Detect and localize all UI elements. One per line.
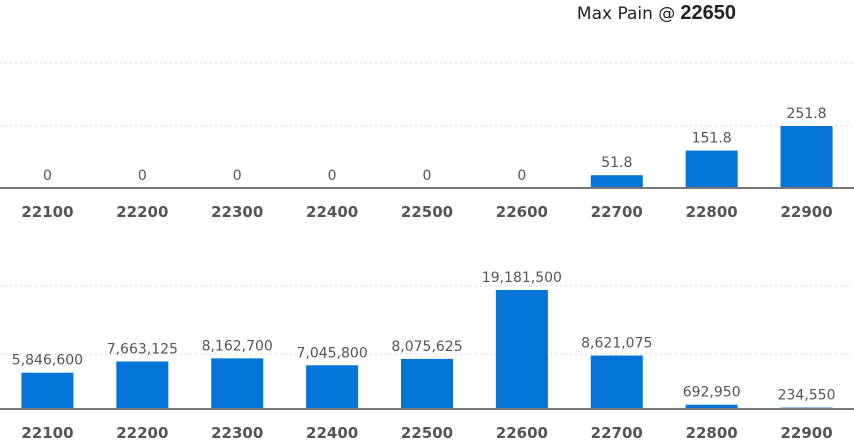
top-tick-label-22500: 22500 — [401, 203, 453, 221]
top-bar-chart: 0 22100 0 22200 0 22300 0 22400 0 22500 0 22600 51.8… — [0, 62, 854, 221]
bottom-value-label-22800: 692,950 — [683, 385, 741, 401]
bottom-tick-label-22400: 22400 — [306, 424, 358, 442]
bottom-bar-22500 — [401, 358, 453, 409]
bottom-tick-label-22900: 22900 — [780, 424, 832, 442]
bottom-bar-22300 — [211, 358, 264, 409]
bottom-value-label-22700: 8,621,075 — [581, 336, 652, 352]
bottom-tick-label-22200: 22200 — [116, 424, 168, 442]
bottom-tick-label-22800: 22800 — [686, 424, 738, 442]
top-value-label-22200: 0 — [138, 168, 147, 184]
top-tick-label-22700: 22700 — [591, 203, 643, 221]
top-tick-label-22200: 22200 — [116, 203, 168, 221]
top-tick-label-22300: 22300 — [211, 203, 263, 221]
bottom-value-label-22400: 7,045,800 — [296, 345, 367, 361]
bottom-bar-22200 — [116, 361, 169, 409]
max-pain-line: Max Pain @ 22650 — [577, 2, 736, 25]
bottom-value-label-22900: 234,550 — [778, 388, 836, 404]
bottom-bar-22100 — [21, 372, 74, 409]
top-value-label-22400: 0 — [328, 168, 337, 184]
top-value-label-22900: 251.8 — [787, 106, 827, 122]
top-tick-label-22800: 22800 — [686, 203, 738, 221]
bottom-bar-22700 — [590, 355, 643, 409]
top-value-label-22300: 0 — [233, 168, 242, 184]
bottom-tick-label-22500: 22500 — [401, 424, 453, 442]
bottom-bar-22800 — [685, 404, 738, 409]
bottom-bar-chart: 5,846,600 22100 7,663,125 22200 8,162,700 223… — [0, 270, 854, 442]
bottom-value-label-22300: 8,162,700 — [202, 338, 273, 354]
top-value-label-22600: 0 — [517, 168, 526, 184]
top-tick-label-22900: 22900 — [780, 203, 832, 221]
top-value-label-22100: 0 — [43, 168, 52, 184]
top-tick-label-22100: 22100 — [21, 203, 73, 221]
top-value-label-22700: 51.8 — [601, 155, 632, 171]
bottom-bar-22400 — [306, 365, 359, 409]
bottom-tick-label-22300: 22300 — [211, 424, 263, 442]
bottom-value-label-22200: 7,663,125 — [107, 341, 178, 357]
bottom-bar-22600 — [495, 290, 548, 409]
max-pain-header: Max Pain @ 22650 — [0, 2, 854, 30]
max-pain-value: 22650 — [680, 2, 736, 24]
max-pain-label: Max Pain @ — [576, 4, 676, 24]
top-bar-22700 — [590, 175, 643, 188]
bottom-tick-label-22100: 22100 — [21, 424, 73, 442]
top-value-label-22500: 0 — [423, 168, 432, 184]
top-value-label-22800: 151.8 — [692, 131, 732, 147]
bottom-value-label-22100: 5,846,600 — [12, 353, 83, 369]
top-bar-22900 — [780, 126, 833, 188]
bottom-tick-label-22600: 22600 — [496, 424, 548, 442]
top-bar-22800 — [685, 150, 738, 188]
bottom-tick-label-22700: 22700 — [591, 424, 643, 442]
top-tick-label-22400: 22400 — [306, 203, 358, 221]
bottom-value-label-22600: 19,181,500 — [482, 270, 562, 286]
bottom-value-label-22500: 8,075,625 — [391, 339, 462, 355]
top-tick-label-22600: 22600 — [496, 203, 548, 221]
